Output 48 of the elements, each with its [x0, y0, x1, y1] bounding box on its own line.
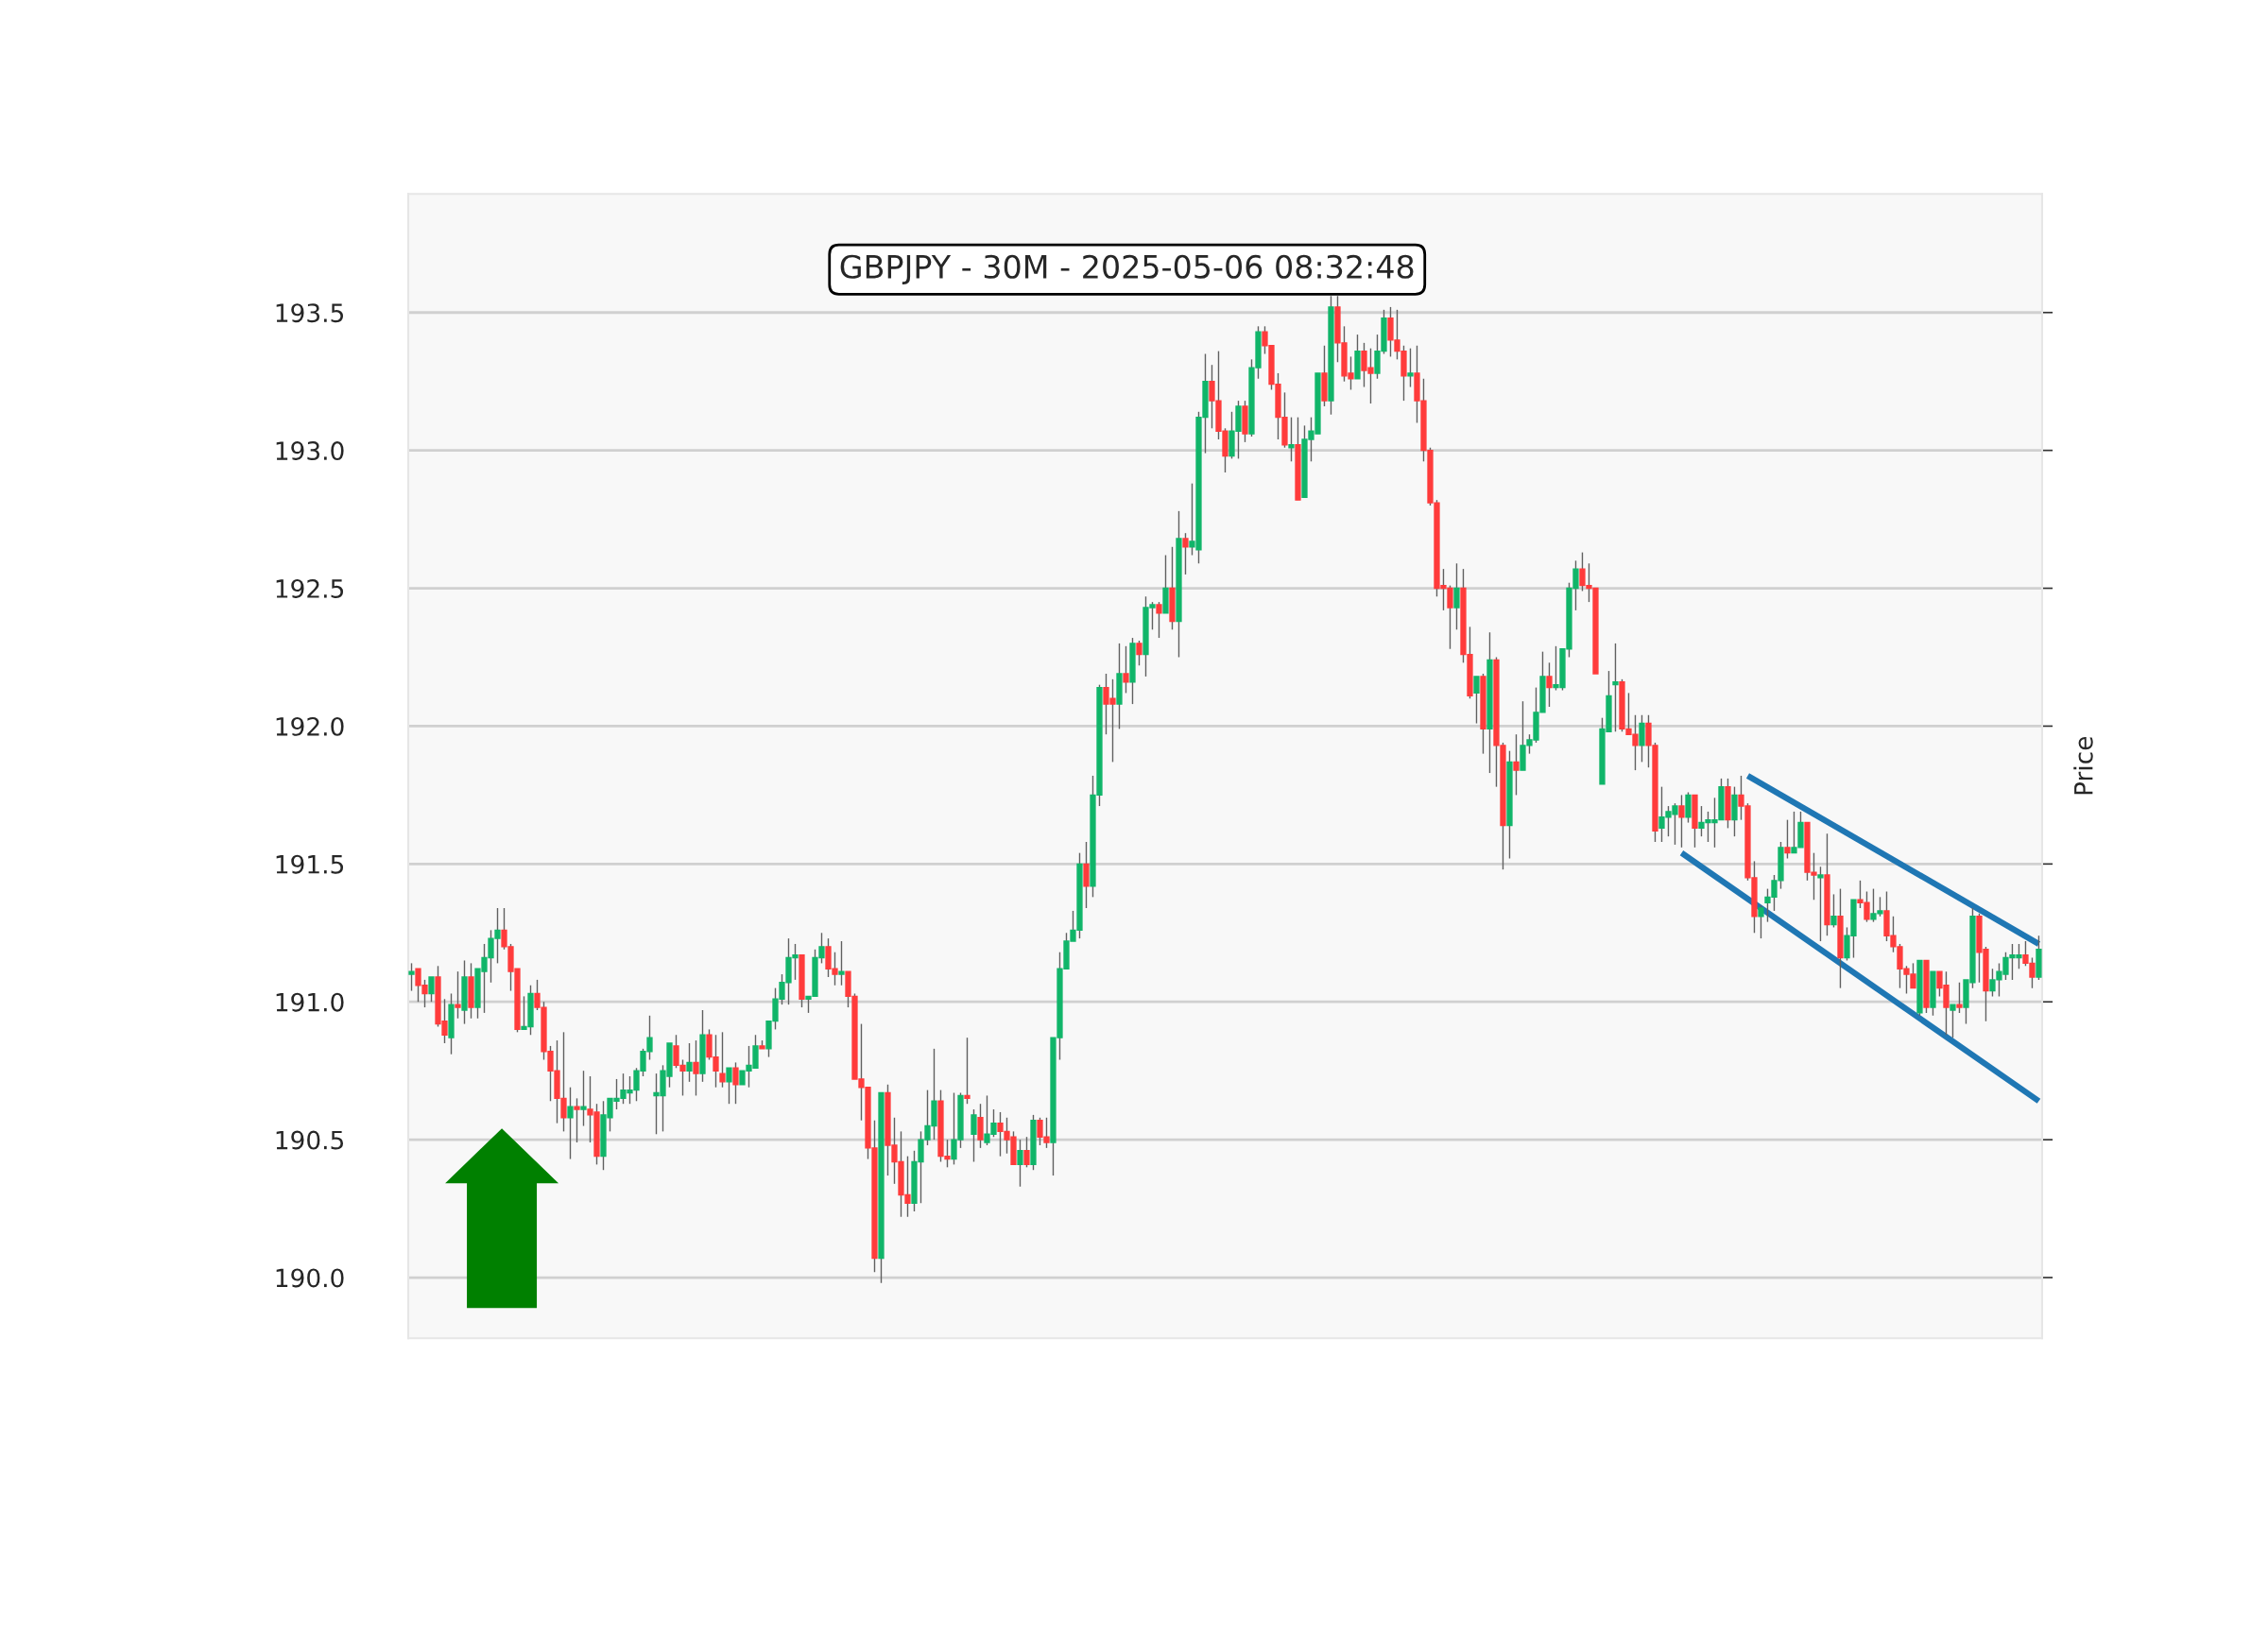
candlestick [408, 962, 415, 992]
candlestick [1123, 645, 1129, 695]
candlestick [1083, 841, 1090, 909]
candlestick [1956, 982, 1963, 1014]
candlestick [1784, 818, 1791, 860]
candlestick [1612, 643, 1619, 732]
y-tick-label: 193.0 [276, 441, 344, 461]
y-axis-title: Price [2073, 736, 2093, 795]
candlestick [971, 1108, 977, 1163]
y-tick-label: 192.5 [276, 578, 344, 598]
candlestick [428, 976, 435, 1003]
candlestick [693, 1039, 699, 1097]
candlestick [567, 1086, 574, 1160]
candlestick [1758, 904, 1764, 939]
candlestick [455, 970, 461, 1020]
candlestick [1639, 714, 1645, 764]
candlestick [719, 1031, 726, 1089]
y-tick-label: 191.0 [276, 992, 344, 1012]
candlestick [1817, 866, 1824, 942]
text: GBPJPY - 30M - 2025-05-06 08:32:48 [840, 254, 1414, 285]
y-tick-label: 193.5 [276, 303, 344, 323]
candlestick [1453, 562, 1460, 631]
y-tick-label: 192.0 [276, 716, 344, 736]
candlestick [1513, 733, 1520, 797]
candlestick [977, 1103, 984, 1149]
candlestick [580, 1070, 587, 1127]
candlestick [1156, 601, 1162, 639]
candlestick [964, 1037, 971, 1105]
y-tick-label: 191.5 [276, 854, 344, 874]
candlestick [1473, 676, 1480, 725]
candlestick [1288, 416, 1295, 463]
candlestick [1182, 532, 1189, 575]
candlestick [1950, 1004, 1956, 1038]
candlestick [1685, 791, 1692, 824]
candlestick [726, 1067, 732, 1105]
candlestick [1017, 1139, 1023, 1188]
candlestick [1678, 794, 1685, 849]
y-tick-label: 190.0 [276, 1268, 344, 1288]
candlestick [574, 1097, 580, 1143]
candlestick [732, 1061, 739, 1105]
candlestick [838, 940, 845, 987]
candlestick [1830, 893, 1837, 929]
candlestick [1546, 661, 1553, 708]
candlestick [1023, 1136, 1030, 1169]
candlestick [1407, 347, 1414, 388]
candlestick [686, 1042, 693, 1083]
y-tick-label: 190.5 [276, 1130, 344, 1150]
candlestick [1136, 640, 1143, 666]
